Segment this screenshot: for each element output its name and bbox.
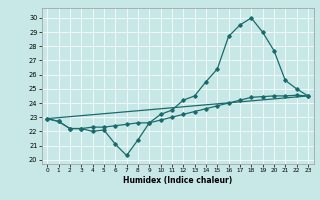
X-axis label: Humidex (Indice chaleur): Humidex (Indice chaleur) (123, 176, 232, 185)
